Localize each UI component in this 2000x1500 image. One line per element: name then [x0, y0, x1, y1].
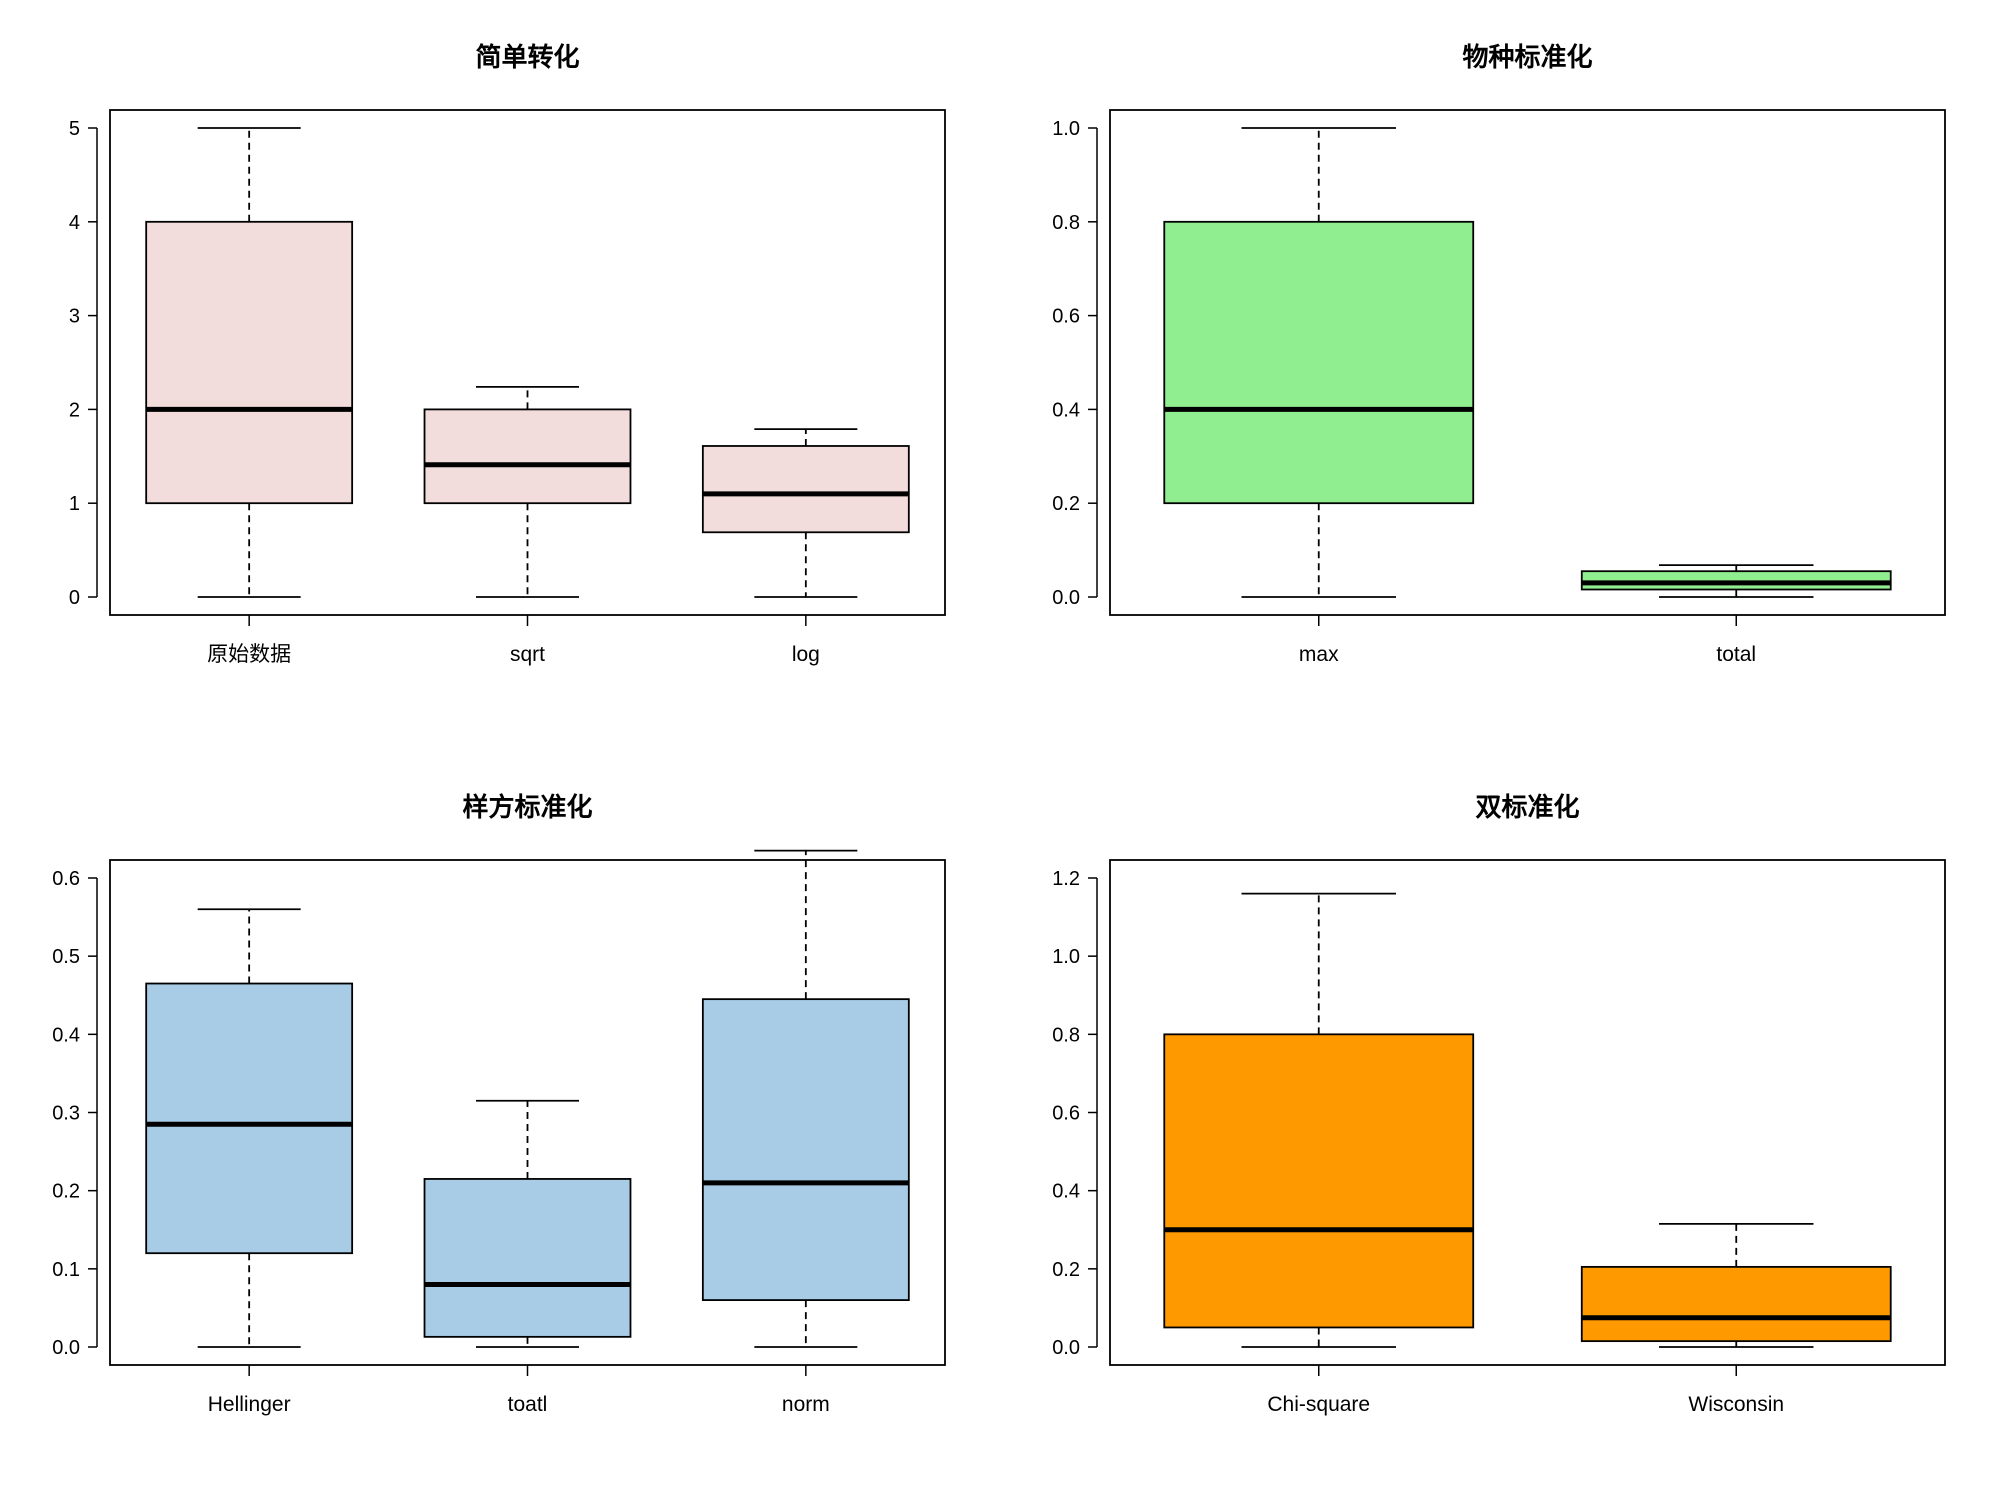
y-tick-label: 1.2: [1052, 868, 1080, 890]
y-tick-label: 0.5: [52, 946, 80, 968]
box-iqr: [1163, 1033, 1475, 1329]
x-tick-label: toatl: [508, 1393, 548, 1416]
x-tick-label: Wisconsin: [1688, 1393, 1784, 1416]
chart-title: 简单转化: [475, 42, 579, 72]
x-tick-label: sqrt: [510, 643, 545, 666]
x-tick-label: Hellinger: [208, 1393, 291, 1416]
x-tick-label: log: [792, 643, 820, 666]
box-iqr: [423, 408, 632, 505]
chart-title: 样方标准化: [462, 792, 592, 822]
y-tick-label: 0.3: [52, 1103, 80, 1125]
y-tick-label: 0.8: [1052, 1024, 1080, 1046]
y-tick-label: 3: [69, 306, 80, 328]
box-iqr: [701, 445, 910, 534]
y-tick-label: 0.6: [1052, 1103, 1080, 1125]
box-iqr: [423, 1178, 632, 1338]
y-tick-label: 1: [69, 493, 80, 515]
plot-frame: [109, 859, 946, 1366]
x-tick-label: max: [1299, 643, 1339, 666]
panel-species-standardization: 物种标准化 0.0 0.2 0.4 0.6 0.8 1.0 max total: [1052, 42, 1946, 666]
plot-frame: [1109, 109, 1946, 616]
y-tick-label: 0.4: [1052, 399, 1080, 421]
box-iqr: [1580, 570, 1892, 591]
chart-title: 双标准化: [1475, 792, 1579, 822]
y-tick-label: 0.4: [52, 1024, 80, 1046]
y-tick-label: 4: [69, 212, 80, 234]
box-iqr: [1163, 220, 1475, 505]
y-tick-label: 0.2: [52, 1181, 80, 1203]
y-tick-label: 0.6: [52, 868, 80, 890]
y-tick-label: 0.2: [1052, 1259, 1080, 1281]
y-tick-label: 0: [69, 587, 80, 609]
y-tick-label: 1.0: [1052, 118, 1080, 140]
y-tick-label: 0.2: [1052, 493, 1080, 515]
x-tick-label: norm: [782, 1393, 830, 1416]
y-tick-label: 5: [69, 118, 80, 140]
panel-double-standardization: 双标准化 0.0 0.2 0.4 0.6 0.8 1.0 1.2 Chi-square Wisco…: [1052, 792, 1946, 1416]
y-tick-label: 0.6: [1052, 306, 1080, 328]
box-iqr: [701, 998, 910, 1302]
box-iqr: [1580, 1265, 1892, 1343]
x-tick-label: 原始数据: [207, 643, 291, 666]
x-tick-label: total: [1716, 643, 1756, 666]
y-tick-label: 0.8: [1052, 212, 1080, 234]
y-tick-label: 1.0: [1052, 946, 1080, 968]
panel-simple-transform: 简单转化 0 1 2 3 4 5 原始数据 sqrt log: [69, 42, 946, 666]
plot-frame: [109, 109, 946, 616]
plot-frame: [1109, 859, 1946, 1366]
y-tick-label: 0.0: [1052, 1337, 1080, 1359]
y-tick-label: 0.0: [1052, 587, 1080, 609]
box-iqr: [145, 982, 354, 1255]
y-tick-label: 0.1: [52, 1259, 80, 1281]
y-tick-label: 0.0: [52, 1337, 80, 1359]
y-tick-label: 2: [69, 399, 80, 421]
y-tick-label: 0.4: [1052, 1181, 1080, 1203]
chart-title: 物种标准化: [1462, 42, 1592, 72]
box-iqr: [145, 220, 354, 505]
panel-site-standardization: 样方标准化 0.0 0.1 0.2 0.3 0.4 0.5 0.6 Hellinger toatl…: [52, 792, 946, 1416]
x-tick-label: Chi-square: [1267, 1393, 1370, 1416]
